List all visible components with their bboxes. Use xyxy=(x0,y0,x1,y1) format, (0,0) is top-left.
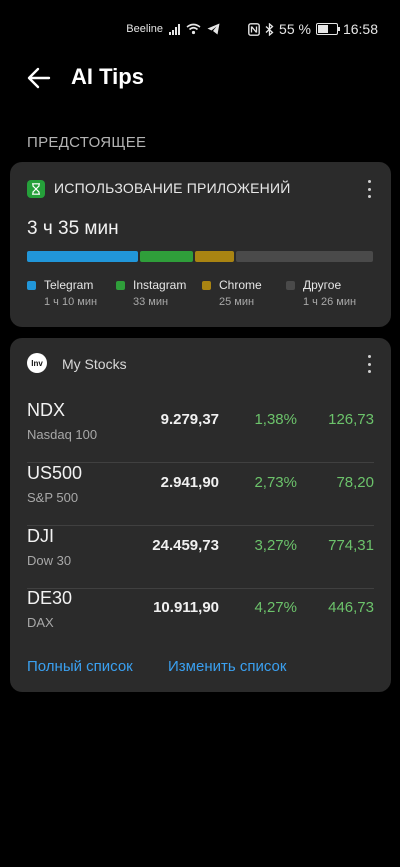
stock-price: 10.911,90 xyxy=(153,599,219,616)
signal-icon xyxy=(169,23,180,35)
usage-bar-segment xyxy=(194,251,235,262)
status-bar-right: 55 % 16:58 xyxy=(248,21,378,37)
legend-app-name: Telegram xyxy=(44,278,94,292)
stock-row[interactable]: NDX Nasdaq 100 9.279,37 1,38% 126,73 xyxy=(27,400,374,463)
stock-name: Nasdaq 100 xyxy=(27,427,98,442)
stock-percent: 1,38% xyxy=(254,411,297,428)
usage-bar-segment xyxy=(27,251,139,262)
stock-percent: 4,27% xyxy=(254,599,297,616)
arrow-left-icon[interactable] xyxy=(26,64,54,92)
legend-app-name: Chrome xyxy=(219,278,262,292)
usage-bar-segment xyxy=(140,251,193,262)
battery-icon xyxy=(315,23,340,35)
legend-app-time: 1 ч 26 мин xyxy=(303,296,357,308)
full-list-link[interactable]: Полный список xyxy=(27,658,133,675)
stock-symbol: US500 xyxy=(27,463,83,483)
stock-name: S&P 500 xyxy=(27,490,79,505)
stock-change: 126,73 xyxy=(328,411,374,428)
usage-bar xyxy=(27,251,373,262)
stocks-card[interactable]: Inv My Stocks NDX Nasdaq 100 9.279,37 1,… xyxy=(10,338,391,692)
status-bar: Beeline 55 % 16:58 xyxy=(0,0,400,58)
stock-row[interactable]: DE30 DAX 10.911,90 4,27% 446,73 xyxy=(27,588,374,650)
stock-price: 2.941,90 xyxy=(160,474,219,491)
usage-total: 3 ч 35 мин xyxy=(27,218,119,239)
legend-app-name: Другое xyxy=(303,278,342,292)
legend-app-time: 1 ч 10 мин xyxy=(44,296,98,308)
stock-price: 24.459,73 xyxy=(152,537,219,554)
legend-app-time: 25 мин xyxy=(219,296,255,308)
legend-dot xyxy=(286,281,295,290)
battery-percent: 55 % xyxy=(279,21,311,37)
wifi-icon xyxy=(186,23,201,35)
stock-price: 9.279,37 xyxy=(160,411,219,428)
stock-symbol: NDX xyxy=(27,400,66,420)
stock-percent: 2,73% xyxy=(254,474,297,491)
app-usage-header: ИСПОЛЬЗОВАНИЕ ПРИЛОЖЕНИЙ xyxy=(27,179,377,201)
status-bar-left: Beeline xyxy=(126,23,220,35)
more-options-icon[interactable] xyxy=(363,353,375,375)
legend-app-name: Instagram xyxy=(133,278,187,292)
legend-app-time: 33 мин xyxy=(133,296,169,308)
app-usage-card[interactable]: ИСПОЛЬЗОВАНИЕ ПРИЛОЖЕНИЙ 3 ч 35 мин Tele… xyxy=(10,162,391,327)
legend-dot xyxy=(116,281,125,290)
legend-dot xyxy=(202,281,211,290)
stock-symbol: DE30 xyxy=(27,588,73,608)
stock-symbol: DJI xyxy=(27,526,54,546)
app-header: AI Tips xyxy=(0,62,400,98)
more-options-icon[interactable] xyxy=(363,178,375,200)
carrier-name: Beeline xyxy=(126,23,163,35)
stock-change: 774,31 xyxy=(328,537,374,554)
stock-change: 78,20 xyxy=(336,474,374,491)
page-title: AI Tips xyxy=(71,64,144,89)
stock-row[interactable]: US500 S&P 500 2.941,90 2,73% 78,20 xyxy=(27,463,374,526)
investing-logo: Inv xyxy=(27,353,47,373)
bluetooth-icon xyxy=(265,22,274,36)
telegram-icon xyxy=(207,23,220,35)
section-label: ПРЕДСТОЯЩЕЕ xyxy=(27,134,147,151)
stock-percent: 3,27% xyxy=(254,537,297,554)
legend-dot xyxy=(27,281,36,290)
usage-bar-segment xyxy=(236,251,373,262)
edit-list-link[interactable]: Изменить список xyxy=(168,658,287,675)
stocks-title: My Stocks xyxy=(62,356,127,372)
hourglass-icon xyxy=(27,180,45,198)
app-usage-title: ИСПОЛЬЗОВАНИЕ ПРИЛОЖЕНИЙ xyxy=(54,180,291,196)
clock: 16:58 xyxy=(342,21,378,37)
stock-name: Dow 30 xyxy=(27,553,72,568)
stock-row[interactable]: DJI Dow 30 24.459,73 3,27% 774,31 xyxy=(27,526,374,589)
stock-name: DAX xyxy=(27,615,54,630)
stock-change: 446,73 xyxy=(328,599,374,616)
nfc-icon xyxy=(248,22,260,36)
